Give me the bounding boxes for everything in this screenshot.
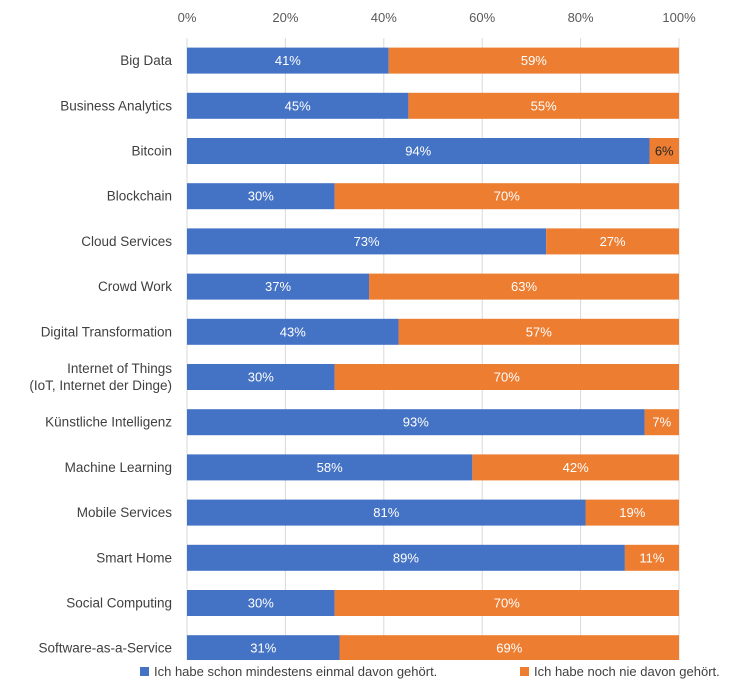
category-label: (IoT, Internet der Dinge)	[29, 378, 172, 393]
x-tick-label: 20%	[272, 10, 298, 25]
data-label: 94%	[405, 144, 431, 159]
bar-not-heard	[334, 590, 679, 616]
bar-heard	[187, 409, 645, 436]
category-label: Software-as-a-Service	[38, 641, 172, 656]
data-label: 27%	[600, 234, 626, 249]
legend-label-not-heard: Ich habe noch nie davon gehört.	[534, 664, 720, 679]
x-tick-label: 80%	[568, 10, 594, 25]
bar-heard	[187, 544, 625, 571]
data-label: 30%	[248, 370, 274, 385]
data-label: 41%	[275, 53, 301, 68]
data-label: 11%	[639, 550, 664, 565]
category-label: Blockchain	[107, 189, 172, 204]
x-tick-label: 100%	[662, 10, 696, 25]
bar-heard	[187, 364, 335, 390]
bar-heard	[187, 499, 586, 526]
bar-not-heard	[644, 409, 679, 436]
data-label: 55%	[531, 98, 557, 113]
bar-not-heard	[546, 228, 679, 255]
category-label: Cloud Services	[81, 234, 172, 249]
data-label: 70%	[494, 189, 520, 204]
data-label: 19%	[619, 505, 645, 520]
legend-label-heard: Ich habe schon mindestens einmal davon g…	[154, 664, 438, 679]
data-label: 7%	[652, 415, 671, 430]
data-label: 58%	[317, 460, 343, 475]
bar-heard	[187, 47, 389, 74]
category-axis: Big Data Business Analytics Bitcoin Blockch…	[29, 53, 172, 656]
x-tick-label: 0%	[178, 10, 197, 25]
x-tick-label: 60%	[469, 10, 495, 25]
bar-heard	[187, 92, 409, 119]
bar-heard	[187, 454, 473, 481]
data-labels: 41% 59% 45% 55% 94% 6% 30% 70% 73% 27% 37% 63% 43% 57…	[248, 53, 674, 656]
bar-heard	[187, 590, 335, 616]
data-label: 59%	[521, 53, 547, 68]
legend-swatch-heard	[140, 667, 149, 676]
bar-not-heard	[334, 183, 679, 210]
bar-heard	[187, 183, 335, 210]
bar-series	[187, 47, 679, 660]
bar-not-heard	[649, 138, 679, 164]
bar-heard	[187, 273, 370, 300]
bar-not-heard	[334, 364, 679, 390]
legend-swatch-not-heard	[520, 667, 529, 676]
data-label: 31%	[250, 641, 276, 656]
x-axis-ticks: 0% 20% 40% 60% 80% 100%	[178, 10, 696, 25]
data-label: 70%	[494, 370, 520, 385]
category-label: Business Analytics	[60, 98, 172, 113]
data-label: 70%	[494, 596, 520, 611]
bar-not-heard	[339, 635, 679, 660]
bar-not-heard	[624, 544, 679, 571]
legend-item-heard: Ich habe schon mindestens einmal davon g…	[140, 664, 437, 679]
data-label: 43%	[280, 324, 306, 339]
category-label: Social Computing	[66, 596, 172, 611]
data-label: 63%	[511, 279, 537, 294]
x-tick-label: 40%	[371, 10, 397, 25]
category-label: Mobile Services	[77, 505, 173, 520]
data-label: 6%	[655, 144, 674, 159]
data-label: 37%	[265, 279, 291, 294]
category-label: Big Data	[120, 53, 172, 68]
bar-not-heard	[388, 47, 679, 74]
bar-not-heard	[585, 499, 679, 526]
bar-heard	[187, 228, 547, 255]
bar-not-heard	[369, 273, 679, 300]
category-label: Smart Home	[96, 550, 172, 565]
bar-not-heard	[398, 318, 679, 345]
category-label: Digital Transformation	[41, 324, 172, 339]
category-label: Machine Learning	[65, 460, 172, 475]
data-label: 93%	[403, 415, 429, 430]
data-label: 45%	[285, 98, 311, 113]
data-label: 89%	[393, 550, 419, 565]
category-label: Internet of Things	[67, 361, 172, 376]
bar-not-heard	[472, 454, 679, 481]
category-label: Künstliche Intelligenz	[45, 415, 172, 430]
stacked-bar-chart: 0% 20% 40% 60% 80% 100% Big Data Business Anal…	[29, 10, 696, 660]
legend-item-not-heard: Ich habe noch nie davon gehört.	[520, 664, 720, 679]
bar-not-heard	[408, 92, 679, 119]
data-label: 81%	[373, 505, 399, 520]
category-label: Crowd Work	[98, 279, 172, 294]
category-label: Bitcoin	[131, 144, 172, 159]
data-label: 69%	[496, 641, 522, 656]
data-label: 57%	[526, 324, 552, 339]
data-label: 30%	[248, 596, 274, 611]
data-label: 30%	[248, 189, 274, 204]
bar-heard	[187, 138, 650, 164]
data-label: 42%	[563, 460, 589, 475]
data-label: 73%	[354, 234, 380, 249]
bar-heard	[187, 318, 399, 345]
bar-heard	[187, 635, 340, 660]
legend: Ich habe schon mindestens einmal davon g…	[0, 664, 747, 684]
